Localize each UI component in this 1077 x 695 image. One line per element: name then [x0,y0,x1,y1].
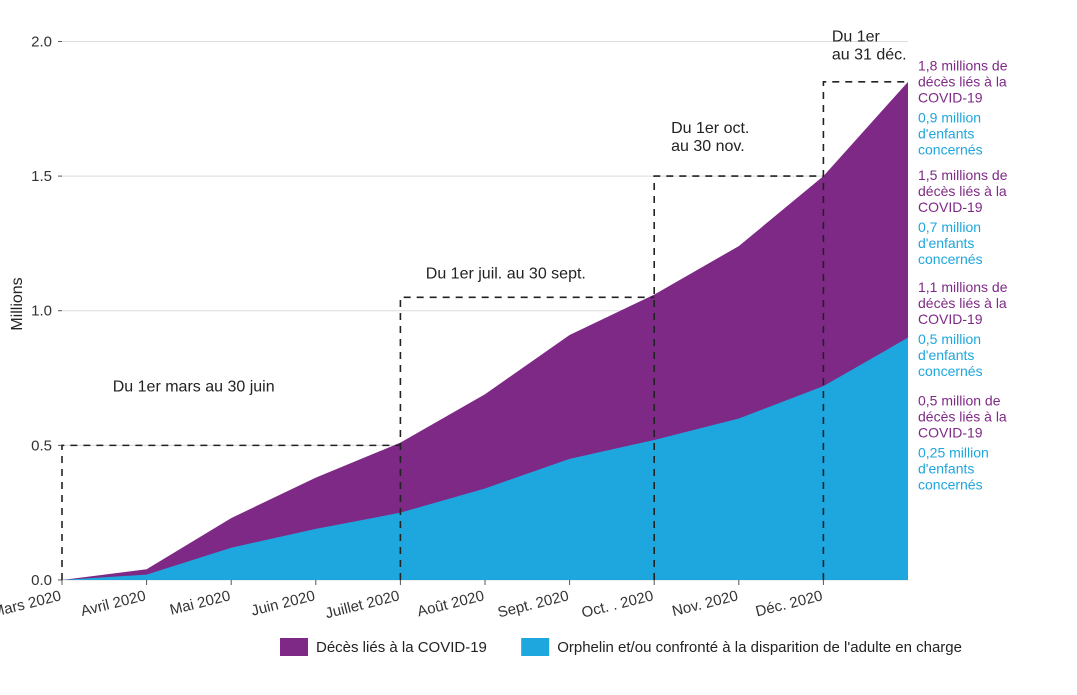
legend-swatch [280,638,308,656]
period-label: au 30 nov. [671,138,745,155]
xtick-label: Juin 2020 [250,587,317,619]
xtick-label: Nov. 2020 [670,587,739,620]
ytick-label: 2.0 [31,33,52,50]
legend-label: Décès liés à la COVID-19 [316,639,487,656]
annotation-children: d'enfants [918,126,974,142]
xtick-label: Mai 2020 [168,587,232,618]
xtick-label: Juillet 2020 [324,587,402,622]
y-axis-title: Millions [9,277,26,330]
annotation-children: d'enfants [918,347,974,363]
annotation-deaths: COVID-19 [918,90,983,106]
period-label: Du 1er [832,28,881,45]
xtick-label: Août 2020 [415,587,485,620]
ytick-label: 1.5 [31,168,52,185]
annotation-deaths: décès liés à la [918,409,1007,425]
annotation-children: d'enfants [918,235,974,251]
annotation-deaths: décès liés à la [918,295,1007,311]
xtick-label: Mars 2020 [0,587,63,621]
annotation-deaths: décès liés à la [918,183,1007,199]
annotation-deaths: 1,5 millions de [918,167,1008,183]
annotation-deaths: 1,1 millions de [918,279,1008,295]
area-chart: 0.0 0.5 1.0 1.5 2.0 Millions Du 1er mars au 30… [0,0,1077,695]
annotation-deaths: COVID-19 [918,311,983,327]
period-label: Du 1er oct. [671,120,749,137]
xtick-label: Déc. 2020 [754,587,824,620]
annotation-deaths: décès liés à la [918,74,1007,90]
period-label: Du 1er mars au 30 juin [113,379,275,396]
annotation-children: 0,5 million [918,331,981,347]
annotation-children: concernés [918,363,983,379]
ytick-label: 0.0 [31,572,52,589]
legend-swatch [521,638,549,656]
legend-label: Orphelin et/ou confronté à la disparitio… [557,639,962,656]
period-label: Du 1er juil. au 30 sept. [426,265,586,282]
annotation-deaths: 0,5 million de [918,393,1001,409]
annotation-children: concernés [918,251,983,267]
annotation-children: d'enfants [918,461,974,477]
xtick-label: Avril 2020 [79,587,148,620]
xtick-label: Oct. . 2020 [580,587,655,621]
annotation-children: 0,7 million [918,219,981,235]
xtick-label: Sept. 2020 [496,587,571,621]
annotation-children: concernés [918,142,983,158]
ytick-label: 1.0 [31,303,52,320]
ytick-label: 0.5 [31,437,52,454]
annotation-children: concernés [918,477,983,493]
period-label: au 31 déc. [832,46,907,63]
annotation-children: 0,25 million [918,445,989,461]
annotation-children: 0,9 million [918,110,981,126]
annotation-deaths: COVID-19 [918,199,983,215]
annotation-deaths: COVID-19 [918,425,983,441]
annotation-deaths: 1,8 millions de [918,58,1008,74]
